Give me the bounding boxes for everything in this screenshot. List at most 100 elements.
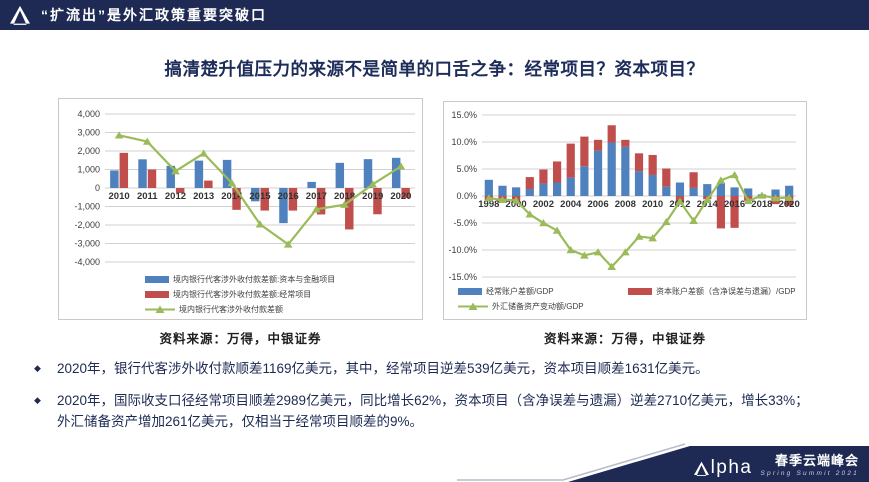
bar [119, 152, 129, 188]
line-marker [498, 195, 507, 203]
svg-text:2018: 2018 [334, 191, 355, 202]
svg-text:-1,000: -1,000 [74, 202, 100, 212]
left-chart-source: 资料来源：万得，中银证券 [159, 332, 322, 346]
svg-text:2016: 2016 [278, 191, 299, 202]
bullet-2-line-2: 外汇储备资产增加261亿美元，仅相当于经常项目顺差的9%。 [57, 414, 424, 430]
bullet-diamond-icon: ◆ [34, 394, 41, 405]
summit-title-en: Spring Summit 2021 [760, 470, 859, 477]
legend-line-swatch-icon [145, 305, 175, 314]
bar [175, 188, 185, 193]
bar [279, 188, 288, 224]
bar [689, 187, 698, 196]
bullet-item: ◆ 2020年，国际收支口径经常项目顺差2989亿美元，同比增长62%，资本项目… [34, 390, 848, 433]
svg-text:2006: 2006 [587, 199, 608, 210]
bullet-diamond-icon: ◆ [34, 363, 41, 373]
bar [621, 146, 630, 196]
line-marker [621, 248, 630, 256]
svg-text:2010: 2010 [109, 191, 130, 202]
bar [689, 172, 698, 188]
bar [580, 136, 589, 167]
line-marker [716, 176, 726, 184]
bar [716, 196, 726, 229]
svg-text:2018: 2018 [751, 199, 772, 210]
line-marker [784, 193, 794, 201]
bullet-item: ◆ 2020年，银行代客涉外收付款顺差1169亿美元，其中，经常项目逆差539亿… [34, 358, 848, 380]
bar [251, 188, 260, 202]
bar [194, 160, 204, 188]
line-marker [340, 200, 349, 208]
svg-text:0.0%: 0.0% [456, 191, 477, 201]
line-marker [114, 131, 124, 139]
legend-label: 经常账户差额/GDP [486, 287, 554, 296]
line-marker [142, 137, 152, 145]
footer-ribbon: lpha 春季云端峰会 Spring Summit 2021 [449, 430, 869, 482]
bar [260, 188, 269, 211]
bar [335, 162, 345, 188]
line-marker [648, 234, 657, 242]
header-title: “扩流出”是外汇政策重要突破口 [41, 7, 267, 23]
line-marker [689, 216, 698, 225]
bar [525, 188, 534, 196]
bar [621, 139, 630, 147]
bar [222, 159, 232, 188]
svg-text:-3,000: -3,000 [74, 239, 100, 249]
bar [593, 139, 603, 151]
bar [730, 187, 739, 196]
bar [345, 188, 354, 230]
bar [566, 177, 575, 196]
line-marker [757, 191, 767, 199]
bar [703, 184, 712, 196]
bar [675, 182, 685, 196]
svg-text:-4,000: -4,000 [74, 257, 100, 267]
svg-text:1998: 1998 [478, 199, 499, 210]
svg-text:-10.0%: -10.0% [448, 245, 477, 255]
svg-text:2020: 2020 [390, 191, 411, 202]
line-marker [552, 226, 562, 234]
svg-text:2011: 2011 [137, 191, 158, 202]
legend-item: 境内银行代客涉外收付款差额 [145, 304, 283, 315]
svg-text:2019: 2019 [362, 191, 383, 202]
bar [307, 181, 316, 188]
line-marker [662, 217, 671, 226]
line-marker [634, 232, 644, 240]
line-marker [743, 196, 753, 205]
line-marker [171, 167, 180, 175]
line-marker [730, 170, 739, 179]
bar [512, 187, 521, 196]
bullet-1-text: 2020年，银行代客涉外收付款顺差1169亿美元，其中，经常项目逆差539亿美元… [57, 361, 709, 376]
line-marker [368, 180, 378, 188]
line-marker [511, 196, 521, 204]
legend-label: 境内银行代客涉外收付款差额 [179, 305, 283, 314]
bar [771, 189, 780, 196]
svg-text:2000: 2000 [506, 199, 527, 210]
left-chart-legend: 境内银行代客涉外收付款差额:资本与金融项目 境内银行代客涉外收付款差额:经常项目境… [59, 274, 422, 315]
bar [363, 159, 373, 188]
bar [110, 170, 119, 188]
legend-label: 境内银行代客涉外收付款差额:经常项目 [173, 290, 312, 299]
svg-text:2002: 2002 [533, 199, 554, 210]
page-title: 搞清楚升值压力的来源不是简单的口舌之争：经常项目？资本项目？ [164, 59, 705, 79]
bullet-2-line-1: 2020年，国际收支口径经常项目顺差2989亿美元，同比增长62%，资本项目（含… [57, 392, 809, 408]
summit-logo: lpha 春季云端峰会 Spring Summit 2021 [693, 453, 859, 477]
svg-text:3,000: 3,000 [77, 128, 100, 138]
bar [662, 168, 671, 187]
header-bar: “扩流出”是外汇政策重要突破口 [0, 0, 869, 30]
line-marker [675, 197, 685, 205]
bar [566, 143, 575, 178]
line-marker [484, 194, 494, 202]
legend-label: 外汇储备资产变动额/GDP [492, 302, 584, 311]
line-marker [539, 219, 548, 227]
svg-text:0: 0 [95, 183, 100, 193]
legend-line-swatch-icon [458, 302, 488, 311]
line-marker [702, 195, 712, 203]
bar [204, 180, 213, 188]
svg-text:2004: 2004 [560, 199, 582, 210]
legend-item: 境内银行代客涉外收付款差额:经常项目 [145, 289, 311, 300]
bar [288, 188, 298, 211]
svg-text:-2,000: -2,000 [74, 220, 100, 230]
bar [607, 125, 616, 143]
bar [593, 150, 603, 196]
legend-item: 资本账户差额（含净误差与遗漏）/GDP [628, 286, 796, 297]
svg-text:-15.0%: -15.0% [448, 272, 477, 282]
